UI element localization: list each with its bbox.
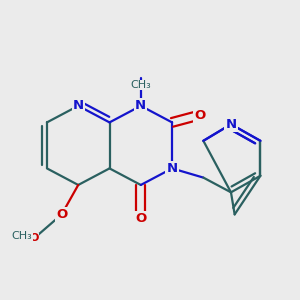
Text: N: N [73, 99, 84, 112]
Text: N: N [135, 99, 146, 112]
Text: O: O [56, 208, 67, 221]
Text: N: N [167, 162, 178, 175]
Text: CH₃: CH₃ [130, 80, 151, 90]
Text: O: O [194, 109, 205, 122]
Text: N: N [225, 118, 236, 131]
Text: CH₃: CH₃ [11, 232, 32, 242]
Text: O: O [29, 233, 39, 243]
Text: O: O [135, 212, 146, 225]
